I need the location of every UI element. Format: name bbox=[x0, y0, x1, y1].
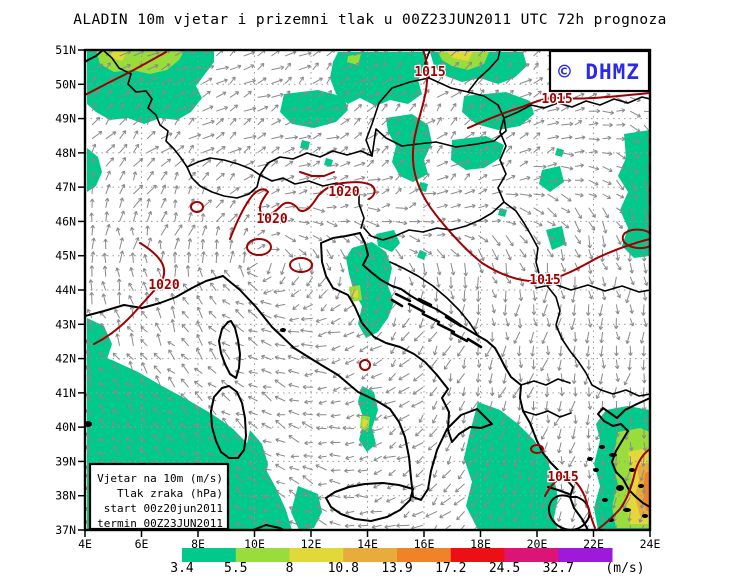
dhmz-logo-text: © DHMZ bbox=[558, 60, 640, 84]
isobar-label: 1020 bbox=[256, 212, 287, 227]
lat-tick-label: 38N bbox=[55, 489, 76, 503]
isobar-label: 1015 bbox=[414, 65, 445, 80]
lon-tick-label: 14E bbox=[357, 537, 378, 551]
isobar-label: 1020 bbox=[328, 185, 359, 200]
colorbar-tick-label: 3.4 bbox=[170, 561, 194, 576]
colorbar-segment bbox=[450, 548, 505, 562]
wind-arrows bbox=[85, 50, 650, 530]
info-box-line: Tlak zraka (hPa) bbox=[117, 487, 223, 500]
colorbar-segment bbox=[397, 548, 452, 562]
colorbar: 3.4 5.5 8 10.8 13.9 17.2 24.5 32.7 bbox=[170, 548, 613, 576]
colorbar-segment bbox=[558, 548, 613, 562]
lon-tick-label: 22E bbox=[583, 537, 604, 551]
colorbar-segment bbox=[289, 548, 344, 562]
lat-tick-label: 47N bbox=[55, 180, 76, 194]
lat-tick-label: 37N bbox=[55, 523, 76, 537]
aegean-islands bbox=[587, 445, 648, 522]
lat-tick-label: 42N bbox=[55, 352, 76, 366]
longitude-axis: 4E 6E 8E 10E 12E 14E 16E 18E 20E 22E 24E bbox=[78, 530, 660, 551]
colorbar-tick-label: 13.9 bbox=[381, 561, 412, 576]
isobar-label: 1015 bbox=[529, 273, 560, 288]
lon-tick-label: 20E bbox=[527, 537, 548, 551]
lon-tick-label: 24E bbox=[640, 537, 661, 551]
lon-tick-label: 6E bbox=[135, 537, 149, 551]
latitude-axis: 51N 50N 49N 48N 47N 46N 45N 44N 43N 42N 41N 40N 39N 3… bbox=[55, 43, 85, 537]
info-box-line: Vjetar na 10m (m/s) bbox=[97, 472, 223, 485]
colorbar-segment bbox=[343, 548, 398, 562]
lon-tick-label: 18E bbox=[470, 537, 491, 551]
colorbar-tick-label: 17.2 bbox=[435, 561, 466, 576]
lat-tick-label: 40N bbox=[55, 420, 76, 434]
colorbar-tick-label: 32.7 bbox=[543, 561, 574, 576]
lat-tick-label: 39N bbox=[55, 454, 76, 468]
lon-tick-label: 16E bbox=[414, 537, 435, 551]
lon-tick-label: 12E bbox=[301, 537, 322, 551]
page-title: ALADIN 10m vjetar i prizemni tlak u 00Z2… bbox=[73, 12, 667, 28]
lat-tick-label: 45N bbox=[55, 249, 76, 263]
isobars bbox=[85, 50, 650, 530]
info-box-line: termin 00Z23JUN2011 bbox=[97, 517, 223, 530]
colorbar-segment bbox=[182, 548, 237, 562]
lon-tick-label: 4E bbox=[78, 537, 92, 551]
country-borders bbox=[102, 50, 650, 418]
lat-tick-label: 43N bbox=[55, 317, 76, 331]
colorbar-segment bbox=[235, 548, 290, 562]
colorbar-segment bbox=[504, 548, 559, 562]
lat-tick-label: 50N bbox=[55, 77, 76, 91]
lon-tick-label: 10E bbox=[244, 537, 265, 551]
info-box: Vjetar na 10m (m/s) Tlak zraka (hPa) start… bbox=[88, 462, 230, 531]
isobar-label: 1015 bbox=[541, 92, 572, 107]
dhmz-watermark: © DHMZ bbox=[548, 49, 651, 93]
isobar-labels: 1015 1015 1020 1020 1020 1015 1015 bbox=[147, 64, 580, 487]
lat-tick-label: 49N bbox=[55, 112, 76, 126]
isobar-label: 1015 bbox=[547, 470, 578, 485]
colorbar-unit: (m/s) bbox=[605, 561, 644, 576]
lat-tick-label: 51N bbox=[55, 43, 76, 57]
lat-tick-label: 46N bbox=[55, 214, 76, 228]
lon-tick-label: 8E bbox=[191, 537, 205, 551]
adriatic-islands bbox=[390, 292, 483, 349]
info-box-line: start 00z20jun2011 bbox=[104, 502, 223, 515]
isobar-label: 1020 bbox=[148, 278, 179, 293]
colorbar-tick-label: 24.5 bbox=[489, 561, 520, 576]
lat-tick-label: 44N bbox=[55, 283, 76, 297]
lat-tick-label: 41N bbox=[55, 386, 76, 400]
lat-tick-label: 48N bbox=[55, 146, 76, 160]
colorbar-tick-label: 5.5 bbox=[224, 561, 247, 576]
colorbar-tick-label: 10.8 bbox=[328, 561, 359, 576]
colorbar-tick-label: 8 bbox=[286, 561, 294, 576]
